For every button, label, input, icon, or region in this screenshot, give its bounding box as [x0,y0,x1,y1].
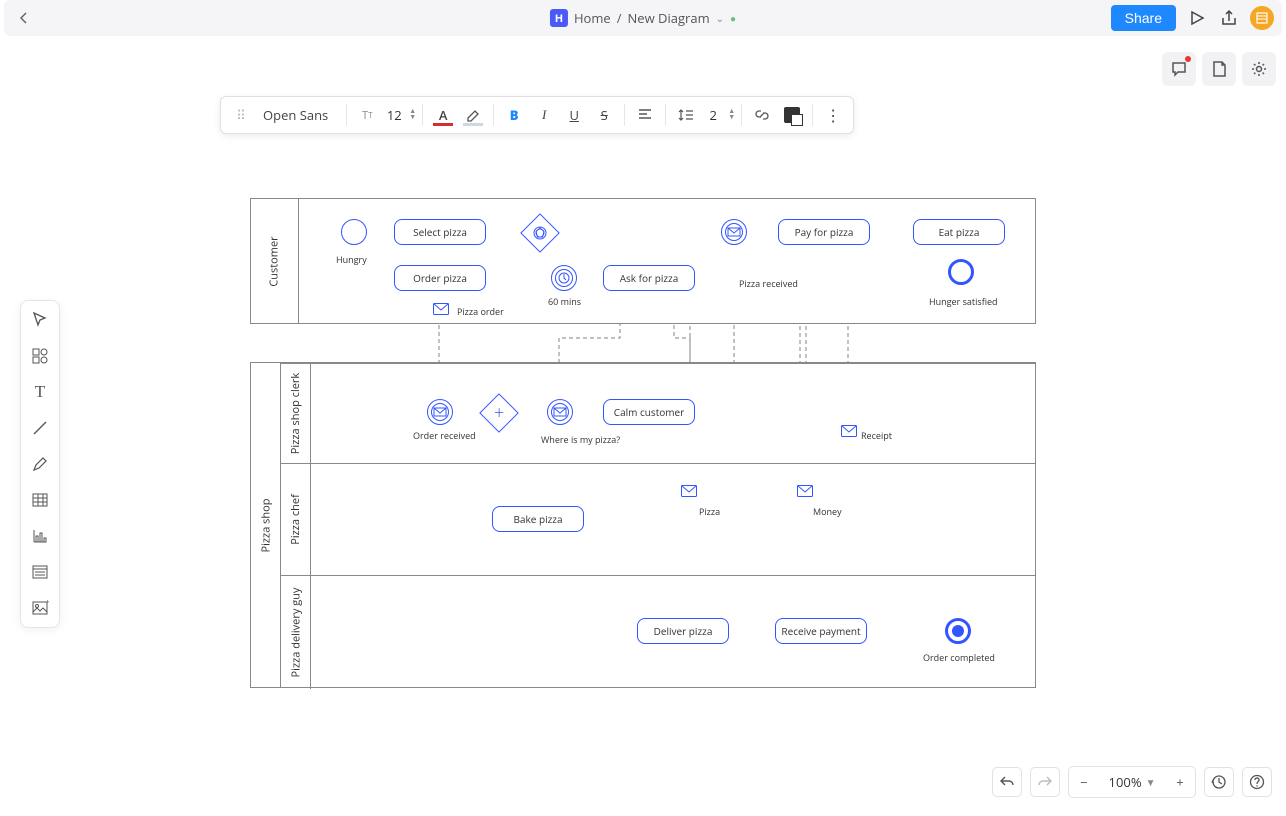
image-tool[interactable]: + [25,595,55,621]
breadcrumb-sep: / [617,9,622,27]
svg-text:+: + [45,599,49,608]
lane-title-clerk: Pizza shop clerk [281,364,311,463]
envelope-icon [841,425,857,437]
label-receipt: Receipt [861,429,892,442]
label-order-completed: Order completed [923,651,995,664]
start-event-hungry[interactable] [341,219,367,245]
msg-start-order-received[interactable] [427,399,453,425]
label-pizza-order: Pizza order [457,305,504,318]
task-calm-customer[interactable]: Calm customer [603,399,695,425]
text-color-button[interactable]: A [429,101,457,129]
bottom-controls: − 100%▼ + [992,766,1272,798]
redo-button[interactable] [1030,767,1060,797]
font-size-down[interactable]: ▼ [409,115,416,121]
chart-tool[interactable] [25,523,55,549]
line-tool[interactable] [25,415,55,441]
shapes-tool[interactable] [25,343,55,369]
notification-dot-icon [1185,56,1191,62]
zoom-in-button[interactable]: + [1165,767,1195,797]
diagram-canvas[interactable]: Customer Hungry 60 mins Pizza received H… [250,198,1036,688]
end-event-hunger[interactable] [948,259,974,285]
task-ask-pizza[interactable]: Ask for pizza [603,265,695,291]
container-tool[interactable] [25,559,55,585]
breadcrumb: H Home / New Diagram ⌄ ● [550,9,736,27]
task-order-pizza[interactable]: Order pizza [394,265,486,291]
label-hungry: Hungry [336,253,367,266]
more-button[interactable]: ⋮ [819,101,847,129]
comments-button[interactable] [1162,52,1196,86]
tool-dock: T + [20,300,60,628]
app-logo-icon: H [550,9,568,27]
zoom-out-button[interactable]: − [1069,767,1099,797]
bold-button[interactable]: B [500,101,528,129]
task-pay-pizza[interactable]: Pay for pizza [778,219,870,245]
highlight-button[interactable] [459,101,487,129]
format-toolbar: ⠿ Open Sans TT 12 ▲▼ A B I U S 2 ▲▼ ⋮ [220,96,854,134]
spacing-down[interactable]: ▼ [728,115,735,121]
export-button[interactable] [1218,7,1240,29]
envelope-icon [433,303,449,315]
doc-menu-chevron-icon[interactable]: ⌄ [716,11,724,25]
text-tool[interactable]: T [25,379,55,405]
msg-catch-event[interactable] [721,219,747,245]
underline-button[interactable]: U [560,101,588,129]
back-button[interactable] [12,6,36,30]
timer-event[interactable] [551,265,577,291]
help-button[interactable] [1242,767,1272,797]
pool-customer[interactable]: Customer Hungry 60 mins Pizza received H… [250,198,1036,324]
label-money: Money [813,505,842,518]
pool-title-pizza-shop: Pizza shop [251,363,281,687]
msg-intermediate[interactable] [547,399,573,425]
font-family-select[interactable]: Open Sans [257,101,340,129]
link-button[interactable] [748,101,776,129]
task-receive-payment[interactable]: Receive payment [775,618,867,644]
task-eat-pizza[interactable]: Eat pizza [913,219,1005,245]
event-gateway[interactable] [520,213,560,253]
doc-title[interactable]: New Diagram [627,9,709,27]
strikethrough-button[interactable]: S [590,101,618,129]
lane-title-delivery: Pizza delivery guy [281,576,311,689]
history-button[interactable] [1204,767,1234,797]
pool-title-customer: Customer [251,199,299,323]
lane-title-chef: Pizza chef [281,464,311,575]
label-hunger-satisfied: Hunger satisfied [929,295,998,308]
app-header: H Home / New Diagram ⌄ ● Share [4,0,1282,36]
fill-button[interactable] [778,101,806,129]
end-event-completed[interactable] [945,618,971,644]
settings-button[interactable] [1242,52,1276,86]
select-tool[interactable] [25,307,55,333]
right-panel [1162,52,1276,86]
user-avatar[interactable] [1250,6,1274,30]
label-where-pizza: Where is my pizza? [541,433,620,446]
pen-tool[interactable] [25,451,55,477]
notes-button[interactable] [1202,52,1236,86]
line-spacing-icon [672,101,700,129]
task-select-pizza[interactable]: Select pizza [394,219,486,245]
font-size-icon: TT [353,101,381,129]
line-spacing-value[interactable]: 2 [702,106,724,124]
align-button[interactable] [631,101,659,129]
lane-chef[interactable]: Pizza chef [281,463,1035,575]
present-button[interactable] [1186,7,1208,29]
envelope-icon [797,485,813,497]
task-deliver-pizza[interactable]: Deliver pizza [637,618,729,644]
label-pizza-received: Pizza received [739,277,798,290]
share-button[interactable]: Share [1111,5,1176,31]
label-60mins: 60 mins [548,295,581,308]
font-size-value[interactable]: 12 [383,106,405,124]
pool-pizza-shop[interactable]: Pizza shop Pizza shop clerk Pizza chef P… [250,362,1036,688]
table-tool[interactable] [25,487,55,513]
sync-status-icon: ● [730,11,736,25]
undo-button[interactable] [992,767,1022,797]
task-bake-pizza[interactable]: Bake pizza [492,506,584,532]
label-order-received: Order received [413,429,476,442]
italic-button[interactable]: I [530,101,558,129]
breadcrumb-home[interactable]: Home [574,9,611,27]
zoom-controls: − 100%▼ + [1068,766,1196,798]
drag-handle-icon[interactable]: ⠿ [227,101,255,129]
envelope-icon [681,485,697,497]
label-pizza: Pizza [699,505,720,518]
zoom-value[interactable]: 100%▼ [1099,767,1165,797]
